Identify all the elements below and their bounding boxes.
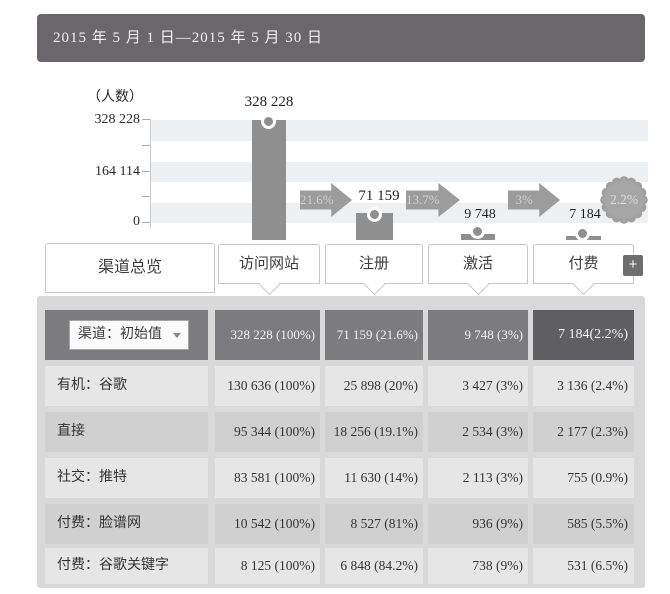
bar-value-label: 328 228 <box>244 94 294 110</box>
row-value: 25 898 (20%) <box>325 366 423 406</box>
y-axis-line <box>150 119 151 228</box>
y-axis-unit-label: （人数） <box>87 90 143 105</box>
header-cell: 7 184(2.2%) <box>533 310 634 360</box>
chart-stripe <box>150 162 648 182</box>
y-axis-tick <box>142 196 150 197</box>
bar-value-label: 9 748 <box>464 207 496 222</box>
overall-conversion-label: 2.2% <box>610 192 638 207</box>
row-value: 18 256 (19.1%) <box>325 412 423 452</box>
row-value: 531 (6.5%) <box>533 548 634 584</box>
row-value: 3 427 (3%) <box>428 366 528 406</box>
row-label: 社交：推特 <box>45 458 208 498</box>
y-axis-tick <box>142 222 150 223</box>
funnel-bar-visit[interactable] <box>252 120 286 240</box>
y-tick-label: 164 114 <box>95 164 140 179</box>
row-value: 585 (5.5%) <box>533 504 634 544</box>
table-row: 付费：谷歌关键字 8 125 (100%) 6 848 (84.2%) 738 … <box>45 548 634 584</box>
table-row: 付费：脸谱网 10 542 (100%) 8 527 (81%) 936 (9%… <box>45 504 634 544</box>
tab-channel-overview[interactable]: 渠道总览 <box>45 243 215 293</box>
row-value: 2 113 (3%) <box>428 458 528 498</box>
y-tick-label: 0 <box>133 214 140 229</box>
bar-dot-marker <box>367 207 382 222</box>
row-label: 直接 <box>45 412 208 452</box>
chart-stripe <box>150 120 648 141</box>
channel-filter-cell: 渠道：初始值 <box>45 310 208 360</box>
add-stage-button[interactable]: + <box>623 255 643 276</box>
row-value: 936 (9%) <box>428 504 528 544</box>
row-value: 6 848 (84.2%) <box>325 548 423 584</box>
row-value: 738 (9%) <box>428 548 528 584</box>
row-value: 8 527 (81%) <box>325 504 423 544</box>
conversion-rate-label: 13.7% <box>406 192 440 207</box>
tab-signup[interactable]: 注册 <box>325 244 423 284</box>
row-value: 83 581 (100%) <box>215 458 320 498</box>
bar-dot-marker <box>470 224 485 239</box>
row-value: 2 177 (2.3%) <box>533 412 634 452</box>
row-value: 95 344 (100%) <box>215 412 320 452</box>
y-axis-tick <box>142 171 150 172</box>
row-value: 11 630 (14%) <box>325 458 423 498</box>
conversion-rate-label: 21.6% <box>300 192 334 207</box>
overall-conversion-badge-icon: 2.2% <box>600 176 648 224</box>
dropdown-caret-icon <box>173 333 181 338</box>
y-axis-tick <box>142 145 150 146</box>
bar-value-label: 7 184 <box>569 207 601 222</box>
row-value: 130 636 (100%) <box>215 366 320 406</box>
row-value: 2 534 (3%) <box>428 412 528 452</box>
table-row: 直接 95 344 (100%) 18 256 (19.1%) 2 534 (3… <box>45 412 634 452</box>
channel-filter-dropdown[interactable]: 渠道：初始值 <box>69 320 189 350</box>
y-tick-label: 328 228 <box>94 112 141 127</box>
row-value: 755 (0.9%) <box>533 458 634 498</box>
row-label: 付费：谷歌关键字 <box>45 548 208 584</box>
row-label: 有机：谷歌 <box>45 366 208 406</box>
table-row: 社交：推特 83 581 (100%) 11 630 (14%) 2 113 (… <box>45 458 634 498</box>
row-value: 8 125 (100%) <box>215 548 320 584</box>
header-cell: 71 159 (21.6%) <box>325 310 423 360</box>
date-range-header: 2015 年 5 月 1 日—2015 年 5 月 30 日 <box>37 14 645 62</box>
conversion-rate-label: 3% <box>515 192 533 207</box>
channel-filter-label: 渠道：初始值 <box>78 327 162 342</box>
header-cell: 328 228 (100%) <box>215 310 320 360</box>
bar-dot-marker <box>575 226 590 241</box>
table-header-row: 渠道：初始值 328 228 (100%) 71 159 (21.6%) 9 7… <box>45 310 634 360</box>
row-value: 3 136 (2.4%) <box>533 366 634 406</box>
y-axis-tick <box>142 119 150 120</box>
header-cell: 9 748 (3%) <box>428 310 528 360</box>
row-value: 10 542 (100%) <box>215 504 320 544</box>
bar-value-label: 71 159 <box>358 188 400 204</box>
row-label: 付费：脸谱网 <box>45 504 208 544</box>
table-row: 有机：谷歌 130 636 (100%) 25 898 (20%) 3 427 … <box>45 366 634 406</box>
bar-dot-marker <box>261 114 276 129</box>
channel-table: 渠道：初始值 328 228 (100%) 71 159 (21.6%) 9 7… <box>37 296 645 588</box>
